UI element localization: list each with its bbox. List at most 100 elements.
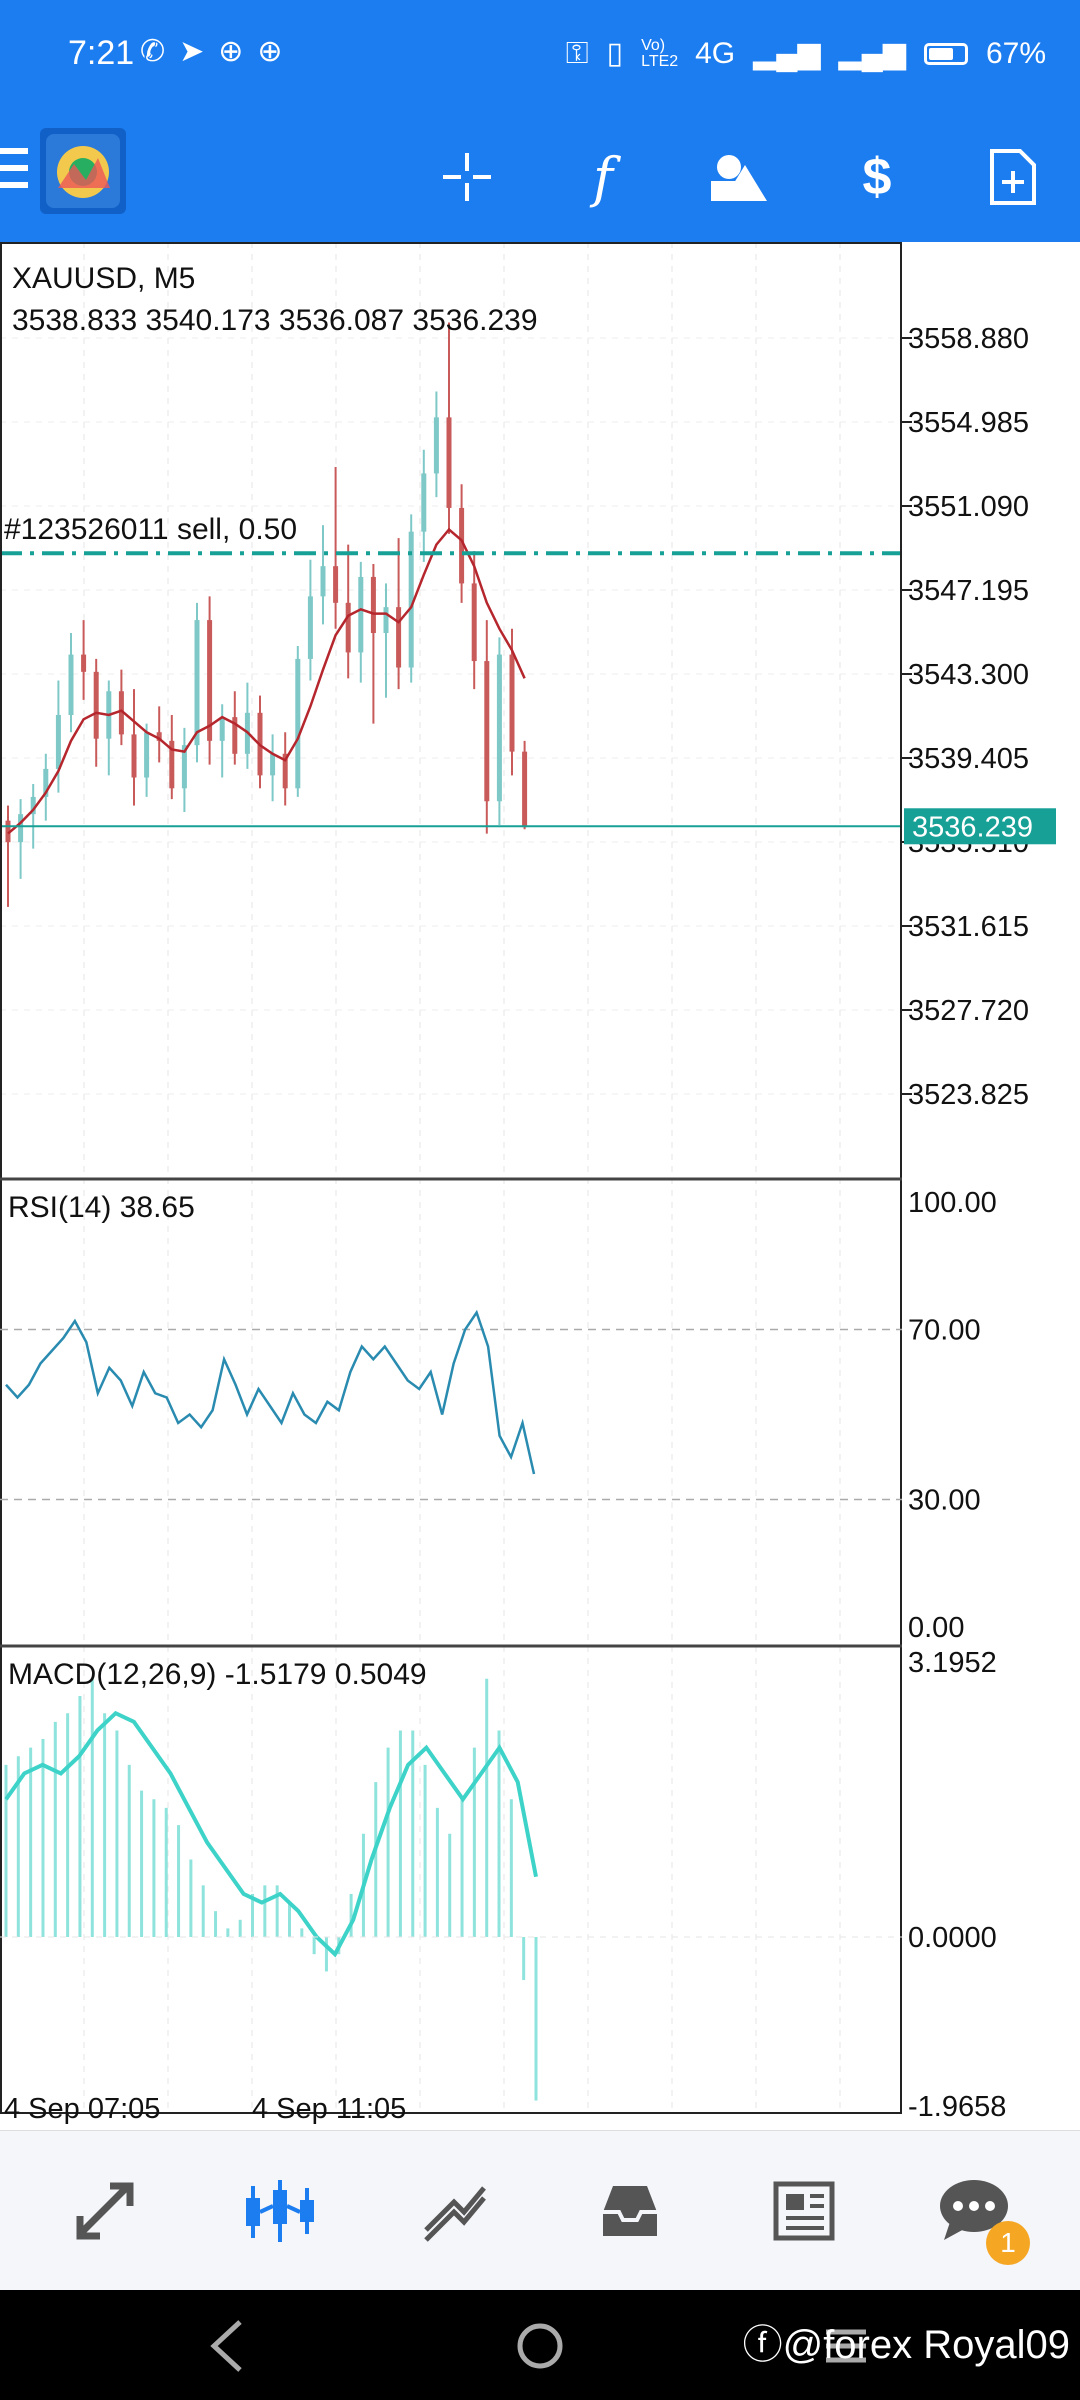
candle-body	[55, 714, 61, 769]
chart-area[interactable]: #123526011 sell, 0.50 3558.8803554.98535…	[0, 242, 1080, 2130]
candle-body	[370, 576, 376, 634]
candle-body	[30, 796, 36, 815]
rsi-grid	[0, 1328, 902, 1501]
price-tick-label: 3558.880	[908, 323, 1029, 355]
rsi-tick-label: 70.00	[908, 1315, 981, 1347]
candle-body	[333, 566, 339, 603]
telegram-icon: ➤	[179, 35, 219, 68]
network-label: 4G	[695, 36, 736, 70]
candle-body	[194, 620, 200, 746]
rsi-tick-label: 0.00	[908, 1612, 964, 1644]
rsi-label: RSI(14) 38.65	[8, 1191, 195, 1224]
chat-badge: 1	[986, 2221, 1030, 2265]
chat-bubble-icon	[940, 2180, 1008, 2240]
candle-body	[421, 473, 427, 532]
status-time: 7:21	[68, 34, 135, 72]
nav-history[interactable]	[545, 2131, 715, 2291]
candle-body	[433, 417, 439, 474]
moving-average-line	[7, 527, 526, 835]
macd-axis: 3.1952 0.0000 -1.9658	[0, 1647, 1006, 2123]
nav-news[interactable]	[718, 2131, 888, 2291]
back-icon[interactable]	[210, 2320, 242, 2372]
key-icon: ⚿	[565, 36, 589, 70]
trade-icon[interactable]: $	[862, 148, 892, 206]
current-price-text: 3536.239	[912, 811, 1033, 843]
price-tick-label: 3539.405	[908, 743, 1029, 775]
candle-body	[169, 740, 175, 789]
candle-body	[131, 734, 137, 778]
candle-body	[18, 814, 24, 843]
signal-icon: ▂▄▆	[753, 37, 821, 70]
nav-chart[interactable]	[195, 2131, 365, 2291]
nav-chat[interactable]: 1	[890, 2131, 1060, 2291]
candle-body	[207, 620, 213, 741]
candle-body	[446, 417, 452, 508]
price-tick-label: 3531.615	[908, 911, 1029, 943]
candle-body	[219, 717, 225, 741]
status-bar: 7:21 ✆➤⊕⊕ ⚿ ▯ Vo) LTE2 4G ▂▄▆ ▂▄▆ 67%	[0, 0, 1080, 112]
vibrate-icon: ▯	[606, 37, 624, 70]
candle-body	[484, 661, 490, 802]
candle-body	[118, 691, 124, 735]
signal-icon-2: ▂▄▆	[838, 37, 906, 70]
macd-label: MACD(12,26,9) -1.5179 0.5049	[8, 1658, 427, 1691]
price-tick-label: 3547.195	[908, 575, 1029, 607]
macd-tick-label: 3.1952	[908, 1647, 997, 1679]
candle-body	[232, 717, 238, 754]
candle-body	[81, 654, 87, 672]
price-tick-label: 3551.090	[908, 491, 1029, 523]
system-navigation: ⓕ@forex Royal09	[0, 2290, 1080, 2400]
price-tick-label: 3554.985	[908, 407, 1029, 439]
candle-body	[358, 576, 364, 653]
candle-body	[509, 654, 515, 752]
nav-quotes[interactable]	[20, 2131, 190, 2291]
candle-body	[282, 753, 288, 789]
notification-icons: ✆➤⊕⊕	[140, 34, 297, 69]
new-order-icon[interactable]	[958, 112, 1068, 242]
recents-icon[interactable]	[826, 2329, 866, 2363]
candle-body	[156, 732, 162, 741]
symbol-label: XAUUSD, M5	[12, 262, 195, 295]
chat-icon-2: ⊕	[257, 35, 297, 68]
menu-icon[interactable]	[0, 148, 28, 188]
candle-body	[496, 654, 502, 802]
candle-body	[522, 751, 528, 828]
candle-body	[459, 507, 465, 584]
inbox-icon	[603, 2186, 657, 2236]
candle-body	[43, 768, 49, 797]
app-logo	[40, 128, 126, 214]
rsi-tick-label: 30.00	[908, 1485, 981, 1517]
battery-percent: 67%	[985, 36, 1046, 70]
candle-body	[471, 583, 477, 662]
chart-icon	[246, 2180, 314, 2242]
candle-body	[345, 602, 351, 653]
home-icon[interactable]	[517, 2323, 563, 2369]
objects-icon[interactable]	[684, 112, 794, 242]
trade-nav-icon	[424, 2186, 486, 2242]
crosshair-icon[interactable]	[412, 112, 522, 242]
status-right: ⚿ ▯ Vo) LTE2 4G ▂▄▆ ▂▄▆ 67%	[566, 36, 1046, 71]
candle-body	[396, 607, 402, 668]
price-axis: 3558.880 3554.985 3551.090 3547.195 3543.300…	[902, 323, 1029, 1111]
chat-icon: ⊕	[218, 35, 258, 68]
nav-trade[interactable]	[370, 2131, 540, 2291]
candle-body	[5, 820, 11, 843]
candle-body	[408, 531, 414, 668]
ohlc-label: 3538.833 3540.173 3536.087 3536.239	[12, 304, 538, 337]
price-tick-label: 3527.720	[908, 995, 1029, 1027]
rsi-tick-label: 100.00	[908, 1187, 997, 1219]
watermark: ⓕ@forex Royal09	[742, 2323, 1070, 2367]
candle-body	[270, 753, 276, 776]
toolbar: f $	[0, 112, 1080, 242]
candle-body	[383, 607, 389, 634]
whatsapp-icon: ✆	[140, 35, 180, 68]
macd-histogram	[4, 1678, 538, 2101]
candle-body	[93, 671, 99, 739]
candle-body	[320, 566, 326, 597]
function-icon[interactable]: f	[593, 145, 613, 209]
price-tick-label: 3523.825	[908, 1079, 1029, 1111]
macd-tick-label: 0.0000	[908, 1922, 997, 1954]
quotes-icon	[76, 2182, 134, 2240]
candle-body	[68, 654, 74, 715]
candle-body	[295, 658, 301, 789]
